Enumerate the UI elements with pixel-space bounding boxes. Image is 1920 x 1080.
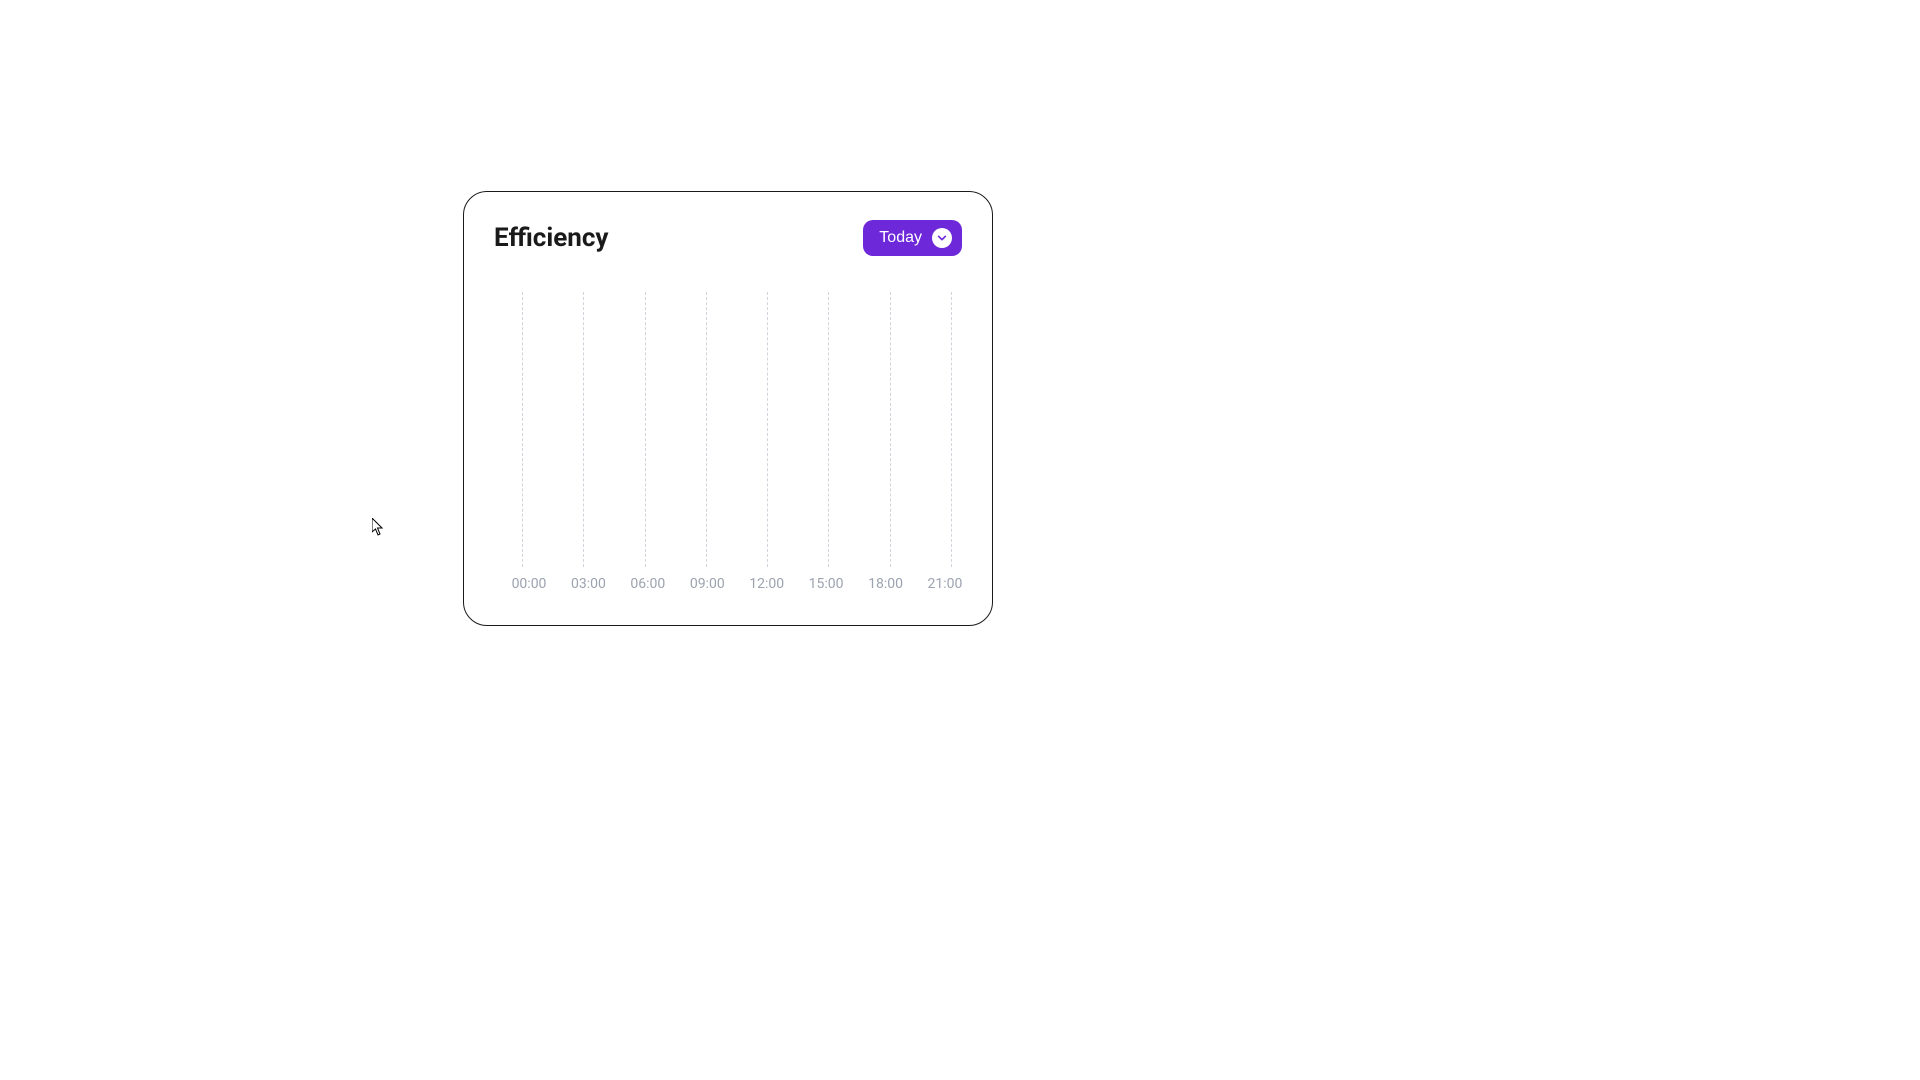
gridline [951, 292, 952, 567]
timeframe-dropdown[interactable]: Today [863, 220, 962, 256]
gridline [828, 292, 829, 567]
gridline [767, 292, 768, 567]
chart-gridlines [522, 292, 952, 567]
x-axis-label: 21:00 [920, 576, 970, 592]
chevron-down-icon [932, 228, 952, 248]
x-axis-label: 15:00 [801, 576, 851, 592]
card-title: Efficiency [494, 223, 608, 253]
gridline [583, 292, 584, 567]
dropdown-label: Today [879, 229, 922, 247]
x-axis-label: 00:00 [504, 576, 554, 592]
x-axis-label: 06:00 [623, 576, 673, 592]
x-axis-labels: 00:00 03:00 06:00 09:00 12:00 15:00 18:00 21:00 [504, 576, 970, 592]
gridline [645, 292, 646, 567]
cursor-pointer-icon [372, 518, 384, 536]
gridline [522, 292, 523, 567]
gridline [706, 292, 707, 567]
x-axis-label: 12:00 [742, 576, 792, 592]
x-axis-label: 18:00 [861, 576, 911, 592]
x-axis-label: 03:00 [563, 576, 613, 592]
gridline [890, 292, 891, 567]
x-axis-label: 09:00 [682, 576, 732, 592]
efficiency-chart: 00:0003:0006:0009:0012:0015:0018:0021:00 [494, 292, 962, 592]
card-header: Efficiency Today [494, 220, 962, 256]
efficiency-card: Efficiency Today 00:00 03:00 06:00 09:00 12:… [463, 191, 993, 626]
